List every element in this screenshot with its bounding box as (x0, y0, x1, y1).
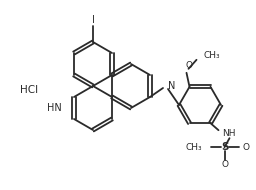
Text: HCl: HCl (20, 85, 38, 95)
Text: I: I (92, 15, 94, 25)
Text: CH₃: CH₃ (186, 143, 202, 152)
Text: O: O (242, 143, 250, 152)
Text: S: S (221, 142, 228, 152)
Text: N: N (168, 81, 175, 91)
Text: CH₃: CH₃ (204, 51, 220, 60)
Text: O: O (221, 160, 228, 169)
Text: O: O (185, 61, 192, 70)
Text: NH: NH (222, 129, 236, 138)
Text: HN: HN (47, 103, 62, 113)
